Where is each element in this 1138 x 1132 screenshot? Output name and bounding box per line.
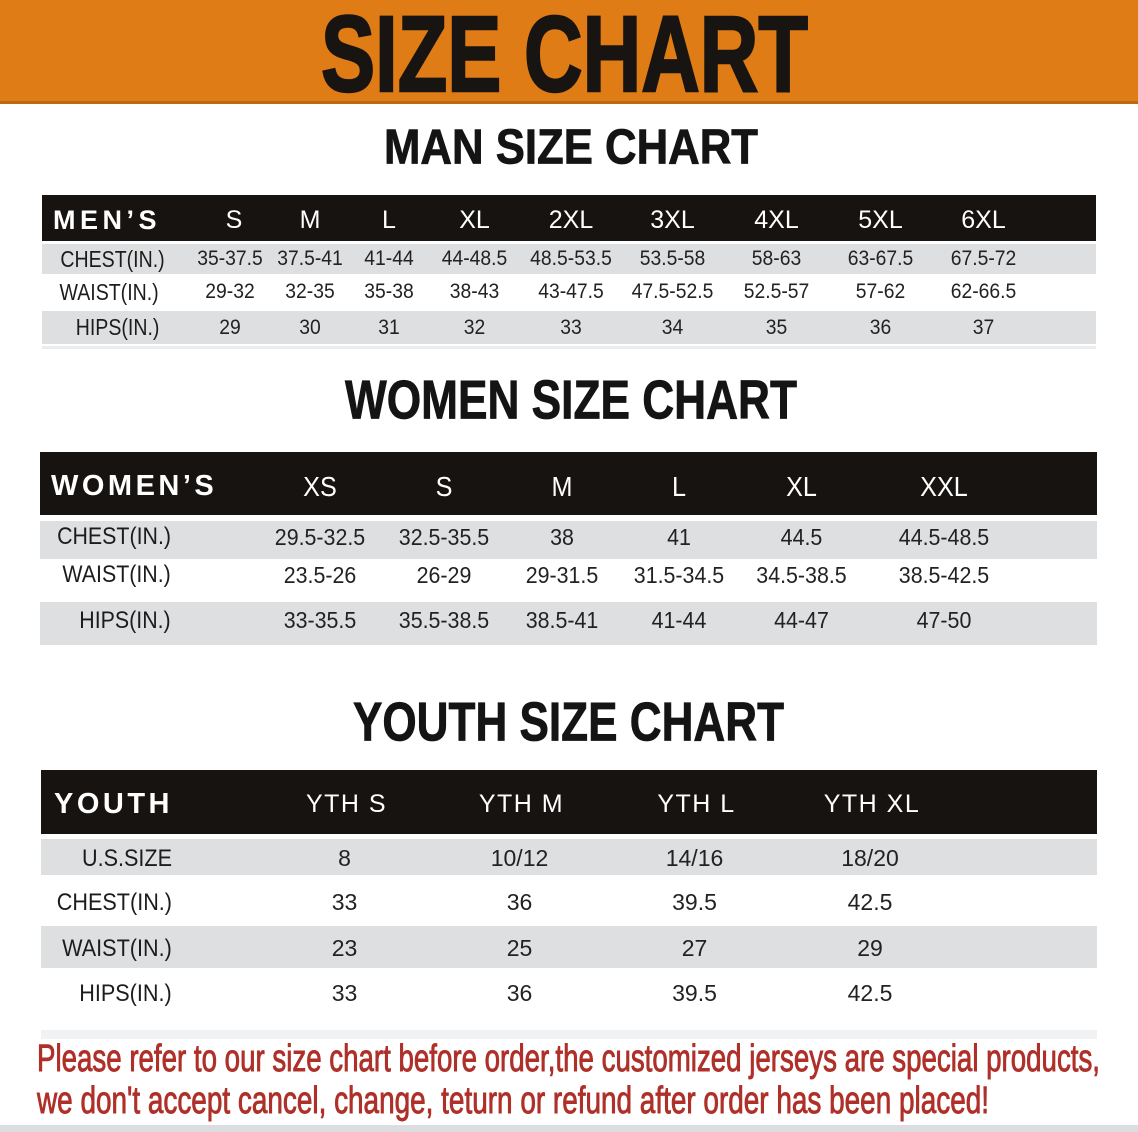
svg-text:SIZE CHART: SIZE CHART [321,0,808,104]
svg-text:we don't accept cancel, change: we don't accept cancel, change, teturn o… [36,1080,989,1122]
svg-text:Please refer to our size chart: Please refer to our size chart before or… [37,1038,1100,1080]
svg-text:YOUTH SIZE CHART: YOUTH SIZE CHART [353,691,784,753]
svg-text:WOMEN SIZE CHART: WOMEN SIZE CHART [345,369,797,431]
svg-text:MAN SIZE CHART: MAN SIZE CHART [384,121,758,175]
